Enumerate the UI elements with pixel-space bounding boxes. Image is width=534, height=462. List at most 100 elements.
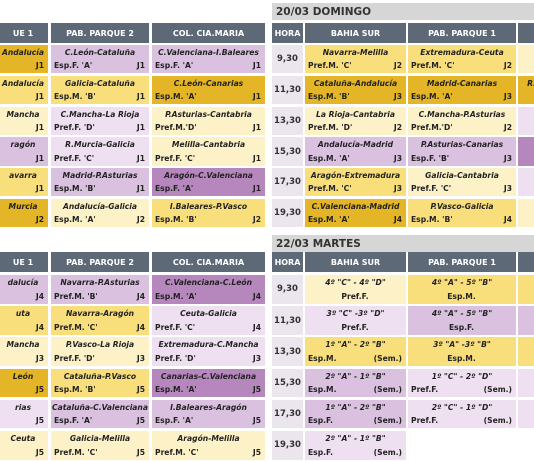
category: Pref.F. 'D': [155, 354, 196, 364]
time-cell: 13,30: [272, 337, 303, 367]
category: Esp.M.: [447, 291, 476, 301]
match-cell: 1º "A" - 2º "B" Esp.M. (Sem.): [305, 337, 406, 367]
round: J1: [252, 184, 261, 194]
round: J4: [252, 291, 261, 301]
column-header: PAB. PARQUE 2: [51, 252, 149, 272]
round: J3: [503, 92, 512, 102]
category: Pref.F. 'C': [155, 322, 196, 332]
match-cell: ragón J1: [0, 137, 48, 166]
match-teams: ragón: [10, 140, 36, 150]
match-cell: Cataluña-Andalucía Esp.M. 'B' J3: [305, 75, 406, 105]
match-teams: C.León-Canarias: [173, 78, 244, 88]
category: Pref.M. 'C': [155, 447, 199, 457]
match-cell: La Rioja-Cantabria Pref.M. 'D' J2: [305, 106, 406, 135]
match-teams: Mancha: [6, 109, 40, 119]
match-teams: dalucía: [7, 278, 39, 287]
round: J1: [252, 122, 261, 132]
category: Esp.M. 'B': [54, 184, 96, 194]
round: J5: [252, 416, 261, 426]
column-header: BAHIA SUR: [305, 23, 406, 43]
match-cell: P.Asturias-Cantabria Pref.M.'D' J1: [152, 106, 265, 135]
round: J1: [252, 92, 261, 102]
category: Pref.F. 'D': [54, 122, 95, 132]
round: J1: [35, 92, 44, 102]
match-cell: C.Mancha-La Rioja Pref.F. 'D' J1: [51, 106, 149, 135]
round: J5: [252, 447, 261, 457]
category: Pref.F. 'C': [54, 153, 95, 163]
match-teams: Ceuta-Galicia: [180, 309, 237, 319]
time-cell: 17,30: [272, 168, 303, 197]
round: J2: [136, 215, 145, 225]
match-teams: Murcia: [8, 202, 38, 211]
match-info: Esp.M. 'B' J3: [308, 92, 402, 101]
category: Pref.F.: [341, 322, 369, 332]
match-cell: Aragón-Melilla Pref.M. 'C' J5: [152, 431, 265, 460]
round: J4: [252, 322, 261, 332]
column-header: HORA: [272, 23, 303, 43]
match-cell: Andalucía-Galicia Esp.M. 'A' J2: [51, 199, 149, 228]
match-info: Esp.M. 'B' J1: [54, 184, 145, 193]
round: J2: [503, 61, 512, 71]
match-cell: R.: [518, 75, 534, 105]
match-teams: Cataluña-P.Vasco: [63, 371, 137, 381]
time-cell: 15,30: [272, 137, 303, 166]
match-info: Esp.F. 'B' J3: [411, 154, 512, 163]
match-cell: P.Vasco-La Rioja Pref.F. 'D' J3: [51, 337, 149, 367]
match-info: Pref.F. (Sem.): [411, 416, 512, 425]
match-teams: Navarra-Melilla: [322, 48, 389, 57]
column-header: PAB. PARQUE 2: [51, 23, 149, 43]
match-cell: 4º "A" - 5º "B" Esp.F.: [408, 306, 516, 335]
match-cell: [518, 168, 534, 197]
round: J2: [393, 122, 402, 132]
match-teams: Extremadura-Ceuta: [420, 48, 504, 57]
match-cell: C.Valenciana-C.León Esp.M. 'A' J4: [152, 275, 265, 304]
category: Esp.F. 'B': [411, 153, 450, 163]
match-info: Esp.F. 'A' J1: [54, 61, 145, 70]
column-header: BAHIA SUR: [305, 252, 406, 272]
match-cell: 2º "C" - 1º "D" Pref.F. (Sem.): [408, 399, 516, 429]
match-cell: [518, 199, 534, 228]
match-cell: Mancha J3: [0, 337, 48, 367]
category: Esp.M. 'A': [155, 291, 197, 301]
category: Pref.F. 'D': [54, 354, 95, 364]
time-cell: 11,30: [272, 306, 303, 335]
round: J1: [35, 153, 44, 163]
phase: (Sem.): [483, 385, 512, 395]
round: J5: [136, 416, 145, 426]
match-cell: [518, 368, 534, 398]
round: J1: [136, 153, 145, 163]
match-teams: 1º "C" - 2º "D": [431, 371, 493, 381]
time-cell: 15,30: [272, 368, 303, 398]
column-header: HORA: [272, 252, 303, 272]
column-header: UE 1: [0, 23, 48, 43]
match-cell: Andalucía J1: [0, 75, 48, 105]
match-cell: C.León-Cataluña Esp.F. 'A' J1: [51, 45, 149, 74]
match-teams: Aragón-Extremadura: [310, 171, 401, 181]
match-teams: 2º "A" - 1º "B": [325, 371, 386, 381]
match-teams: R.: [527, 78, 534, 88]
category: Esp.M. 'B': [54, 385, 96, 395]
round: J3: [393, 184, 402, 194]
category: Esp.M. 'B': [155, 215, 197, 225]
category: Pref.M. 'C': [308, 61, 352, 71]
match-cell: avarra J1: [0, 168, 48, 197]
match-cell: 1º "A" - 2º "B" Esp.F. (Sem.): [305, 399, 406, 429]
category: Esp.M.: [308, 385, 337, 395]
match-teams: 4º "A" - 5º "B": [431, 278, 493, 287]
match-teams: Aragón-C.Valenciana: [164, 171, 253, 181]
category: Esp.M. 'A': [308, 215, 350, 225]
match-info: Pref.F. 'D' J3: [155, 354, 261, 363]
round: J1: [35, 122, 44, 132]
panel-title: 22/03 MARTES: [272, 235, 534, 252]
match-cell: Canarias-C.Valenciana Esp.M. 'A' J5: [152, 368, 265, 398]
match-cell: 3º "A" -3º "B" Esp.M.: [408, 337, 516, 367]
match-cell: I.Baleares-Aragón Esp.F. 'A' J5: [152, 399, 265, 429]
panel-title: 20/03 DOMINGO: [272, 3, 534, 20]
category: Esp.F. 'A': [54, 416, 93, 426]
category: Pref.M. 'C': [54, 322, 98, 332]
match-info: Esp.M. 'A' J4: [155, 292, 261, 301]
match-teams: C.León-Cataluña: [64, 48, 136, 57]
round: J2: [35, 215, 44, 225]
round: J3: [503, 153, 512, 163]
match-cell: Galicia-Cataluña Esp.M. 'B' J1: [51, 75, 149, 105]
